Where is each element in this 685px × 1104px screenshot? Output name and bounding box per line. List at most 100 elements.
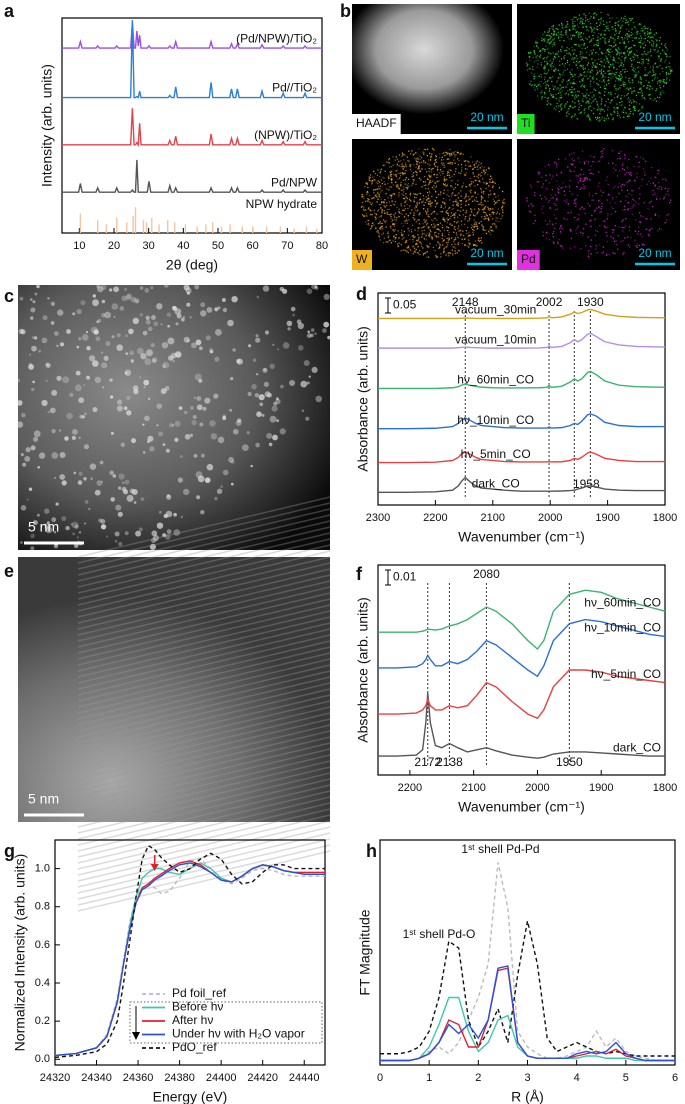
eds-dot (413, 219, 415, 221)
eds-dot (436, 213, 438, 215)
x-tick-label: 60 (247, 240, 259, 252)
eds-dot (583, 161, 585, 163)
eds-dot (460, 206, 463, 208)
eds-dot (429, 192, 431, 194)
eds-dot (446, 241, 448, 244)
eds-dot (412, 181, 414, 183)
eds-dot (590, 253, 592, 255)
eds-dot (589, 119, 591, 121)
eds-dot (457, 225, 460, 227)
eds-dot (484, 171, 486, 174)
eds-dot (616, 68, 618, 70)
eds-dot (382, 228, 384, 230)
eds-dot (485, 232, 488, 235)
eds-dot (393, 230, 395, 233)
eds-dot (383, 237, 385, 240)
atom-cluster (172, 424, 175, 427)
eds-dot (623, 42, 626, 45)
eds-dot (560, 50, 562, 53)
eds-dot (586, 177, 588, 180)
eds-dot (547, 40, 549, 42)
eds-dot (370, 226, 373, 228)
eds-dot (415, 197, 417, 199)
eds-dot (378, 193, 380, 195)
eds-dot (620, 150, 622, 153)
eds-dot (619, 104, 621, 106)
atom-cluster (75, 370, 81, 376)
eds-dot (616, 175, 619, 177)
eds-dot (637, 55, 639, 57)
atom-cluster (194, 284, 200, 290)
eds-dot (552, 43, 554, 45)
x-tick-label: 24380 (164, 1072, 195, 1084)
series-line (378, 476, 665, 493)
eds-dot (618, 78, 620, 80)
eds-dot (390, 175, 392, 178)
eds-dot (638, 187, 640, 189)
eds-dot (414, 207, 416, 209)
eds-dot (563, 57, 565, 59)
eds-dot (427, 197, 430, 199)
eds-dot (609, 17, 611, 19)
eds-dot (405, 169, 407, 172)
eds-dot (485, 205, 487, 208)
eds-dot (426, 199, 428, 201)
eds-dot (574, 24, 576, 27)
eds-dot (584, 177, 586, 179)
eds-dot (485, 183, 487, 185)
eds-dot (588, 169, 590, 171)
eds-dot (395, 170, 397, 172)
eds-dot (544, 67, 546, 69)
eds-dot (535, 57, 537, 59)
legend-label: Under hν with H₂O vapor (172, 1027, 305, 1041)
eds-dot (530, 80, 532, 82)
eds-dot (421, 168, 423, 170)
eds-dot (597, 117, 599, 119)
eds-dot (395, 185, 398, 187)
eds-dot (389, 194, 391, 196)
eds-dot (525, 62, 527, 64)
atom-cluster (169, 423, 174, 428)
eds-dot (571, 158, 573, 160)
eds-dot (401, 189, 403, 191)
eds-dot (615, 22, 617, 24)
eds-dot (529, 184, 532, 186)
eds-dot (396, 165, 398, 167)
eds-dot (643, 25, 646, 27)
eds-dot (633, 199, 635, 202)
atom-cluster (132, 385, 139, 391)
eds-dot (624, 174, 626, 176)
atom-cluster (156, 424, 159, 427)
plot-frame (54, 839, 326, 1066)
eds-dot (445, 210, 447, 212)
eds-dot (468, 234, 470, 236)
eds-dot (628, 104, 631, 106)
eds-dot (454, 225, 456, 228)
eds-dot (550, 194, 552, 196)
eds-dot (662, 178, 664, 181)
atom-cluster (161, 342, 169, 349)
eds-dot (390, 197, 392, 199)
panel-letter: b (340, 1, 351, 21)
eds-dot (408, 160, 410, 162)
eds-dot (576, 186, 578, 188)
eds-dot (467, 160, 469, 162)
eds-dot (556, 198, 558, 200)
atom-cluster (156, 303, 163, 310)
eds-dot (468, 244, 470, 246)
eds-dot (577, 175, 579, 177)
eds-dot (582, 78, 584, 80)
atom-cluster (57, 309, 64, 316)
eds-dot (551, 33, 553, 35)
eds-dot (416, 202, 418, 204)
eds-dot (543, 66, 545, 69)
eds-dot (648, 81, 650, 83)
eds-dot (559, 231, 562, 233)
eds-dot (413, 251, 415, 253)
tile-label-bg (352, 250, 372, 270)
plot-frame (377, 292, 666, 506)
eds-dot (612, 199, 614, 201)
eds-dot (443, 239, 445, 241)
eds-dot (581, 79, 583, 81)
eds-dot (430, 231, 432, 233)
